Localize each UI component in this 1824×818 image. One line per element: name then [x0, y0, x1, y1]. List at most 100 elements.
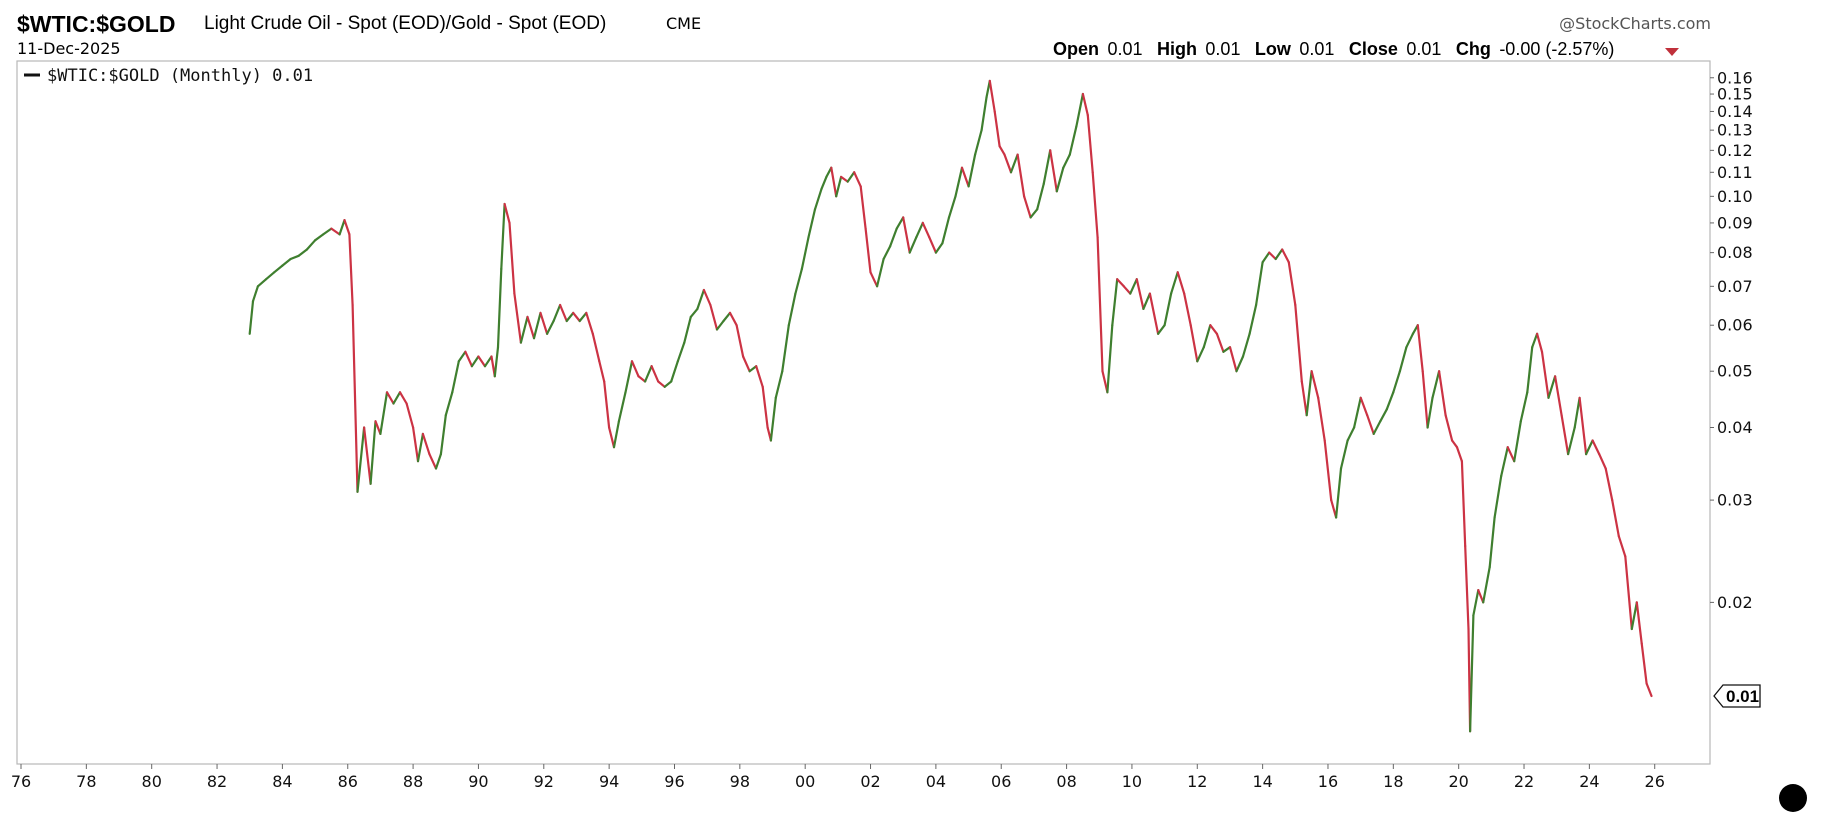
- series-segment: [1584, 439, 1594, 456]
- series-segment: [657, 380, 666, 388]
- open-label: Open: [1053, 39, 1099, 59]
- series-segment: [1287, 261, 1297, 307]
- high-label: High: [1157, 39, 1197, 59]
- series-segment: [248, 300, 255, 335]
- series-segment: [281, 257, 292, 267]
- series-segment: [794, 267, 804, 295]
- series-segment: [853, 171, 862, 188]
- series-segment: [1016, 153, 1026, 198]
- symbol-description: Light Crude Oil - Spot (EOD)/Gold - Spot…: [204, 13, 606, 34]
- series-segment: [973, 129, 983, 156]
- series-segment: [314, 233, 325, 242]
- series-segment: [572, 311, 581, 323]
- series-segment: [617, 391, 627, 423]
- open-value: 0.01: [1107, 39, 1142, 59]
- series-segment: [1573, 396, 1581, 429]
- series-segment: [1241, 332, 1251, 358]
- series-segment: [1598, 453, 1607, 470]
- series-segment: [1106, 324, 1114, 394]
- series-segment: [526, 315, 536, 340]
- symbol-title: $WTIC:$GOLD: [17, 11, 175, 37]
- series-segment: [1604, 467, 1614, 502]
- series-segment: [1022, 195, 1032, 219]
- series-segment: [1468, 614, 1475, 733]
- series-segment: [696, 288, 706, 310]
- x-tick-label: 98: [730, 772, 750, 791]
- series-segment: [1317, 396, 1326, 442]
- series-segment: [1081, 92, 1089, 117]
- series-segment: [967, 153, 977, 188]
- series-segment: [1196, 346, 1205, 363]
- series-segment: [483, 355, 493, 368]
- series-segment: [1075, 92, 1085, 128]
- series-segment: [539, 311, 549, 335]
- series-segment: [513, 292, 523, 344]
- y-tick-label: 0.07: [1717, 277, 1753, 296]
- series-segment: [1493, 474, 1503, 519]
- series-segment: [650, 365, 660, 383]
- series-segment: [1202, 324, 1212, 349]
- series-segment: [1135, 278, 1145, 310]
- series-segment: [683, 315, 692, 344]
- series-segment: [859, 185, 867, 230]
- series-segment: [1635, 601, 1643, 645]
- series-segment: [392, 391, 402, 405]
- exchange-label: CME: [666, 14, 701, 33]
- series-segment: [1624, 555, 1633, 631]
- series-segment: [1540, 350, 1550, 399]
- series-segment: [256, 278, 268, 288]
- series-segment: [1281, 248, 1290, 264]
- series-segment: [908, 236, 918, 254]
- y-tick-label: 0.02: [1717, 593, 1753, 612]
- series-segment: [421, 432, 431, 456]
- series-segment: [398, 391, 408, 405]
- series-segment: [1640, 642, 1648, 685]
- series-segment: [960, 166, 970, 188]
- last-value-marker-box: [1713, 684, 1761, 708]
- series-segment: [1617, 535, 1627, 558]
- series-segment: [385, 391, 395, 405]
- series-segment: [643, 365, 653, 383]
- x-tick-label: 76: [11, 772, 31, 791]
- series-segment: [630, 360, 640, 378]
- series-segment: [1222, 346, 1232, 353]
- series-segment: [508, 221, 516, 295]
- series-segment: [941, 216, 951, 245]
- low-value: 0.01: [1299, 39, 1334, 59]
- down-triangle-icon: [1665, 48, 1679, 56]
- y-tick-label: 0.11: [1717, 163, 1753, 182]
- y-tick-label: 0.13: [1717, 121, 1753, 140]
- last-value-marker-text: 0.01: [1726, 687, 1759, 706]
- x-tick-label: 80: [142, 772, 162, 791]
- series-segment: [348, 233, 354, 307]
- series-segment: [1535, 332, 1544, 353]
- y-tick-label: 0.05: [1717, 362, 1753, 381]
- series-segment: [451, 360, 460, 394]
- series-segment: [741, 355, 751, 373]
- series-segment: [993, 110, 1001, 148]
- series-segment: [598, 360, 606, 383]
- chart-date: 11-Dec-2025: [17, 39, 121, 58]
- series-segment: [781, 324, 790, 373]
- series-segment: [1305, 370, 1313, 417]
- series-segment: [1091, 171, 1099, 239]
- series-segment: [434, 453, 442, 470]
- series-segment: [820, 175, 828, 190]
- series-segment: [1042, 149, 1052, 186]
- series-segment: [1036, 182, 1045, 211]
- series-segment: [761, 385, 769, 429]
- series-segment: [1553, 375, 1563, 417]
- series-segment: [1359, 396, 1369, 417]
- series-segment: [1405, 332, 1415, 349]
- y-tick-label: 0.08: [1717, 243, 1753, 262]
- series-segment: [988, 79, 996, 113]
- series-segment: [470, 355, 480, 368]
- series-segment: [864, 227, 872, 274]
- series-segment: [954, 166, 964, 198]
- series-segment: [846, 171, 856, 183]
- series-segment: [1122, 285, 1132, 295]
- y-tick-label: 0.16: [1717, 68, 1753, 87]
- series-segment: [289, 254, 300, 261]
- series-segment: [1330, 499, 1338, 519]
- series-segment: [416, 432, 424, 463]
